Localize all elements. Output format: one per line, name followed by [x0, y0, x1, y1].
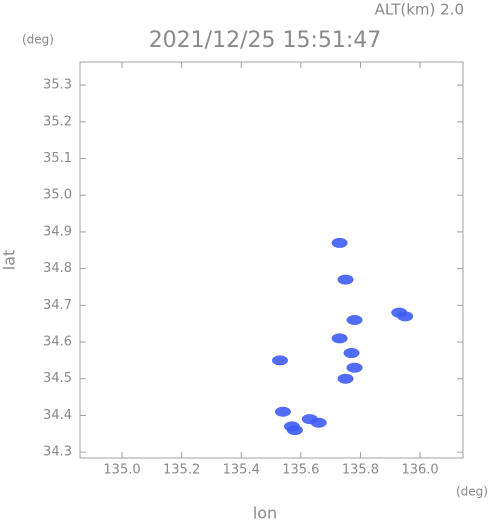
echo: [397, 311, 414, 322]
y-tick-label: 35.3: [43, 78, 72, 93]
x-tick-label: 135.0: [103, 463, 140, 478]
y-tick-label: 34.3: [43, 445, 72, 460]
y-tick-label: 35.0: [43, 188, 72, 203]
echo: [274, 406, 291, 417]
y-tick-label: 34.8: [43, 261, 72, 276]
echo: [331, 237, 348, 248]
x-tick-label: 135.4: [223, 463, 260, 478]
x-tick-label: 136.0: [401, 463, 438, 478]
y-tick-label: 35.2: [43, 114, 72, 129]
y-tick-label: 34.7: [43, 298, 72, 313]
chart-title: 2021/12/25 15:51:47: [149, 28, 382, 53]
x-tick-label: 135.2: [163, 463, 200, 478]
echo: [346, 362, 363, 373]
echo: [286, 425, 303, 436]
y-tick-label: 35.1: [43, 151, 72, 166]
echo: [346, 315, 363, 326]
x-tick-label: 135.6: [282, 463, 319, 478]
echo: [337, 373, 354, 384]
x-unit: (deg): [456, 485, 488, 499]
echo: [337, 274, 354, 285]
y-tick-label: 34.5: [43, 371, 72, 386]
echo: [343, 348, 360, 359]
altitude-label: ALT(km) 2.0: [375, 1, 464, 19]
y-tick-label: 34.9: [43, 224, 72, 239]
y-unit: (deg): [22, 33, 54, 47]
y-axis-label: lat: [0, 250, 19, 271]
x-axis-label: lon: [253, 504, 277, 521]
x-tick-label: 135.8: [342, 463, 379, 478]
echo: [310, 417, 327, 428]
y-tick-label: 34.4: [43, 408, 72, 423]
echo: [331, 333, 348, 344]
echo: [271, 355, 288, 366]
plot-frame: [79, 61, 464, 459]
y-tick-label: 34.6: [43, 335, 72, 350]
